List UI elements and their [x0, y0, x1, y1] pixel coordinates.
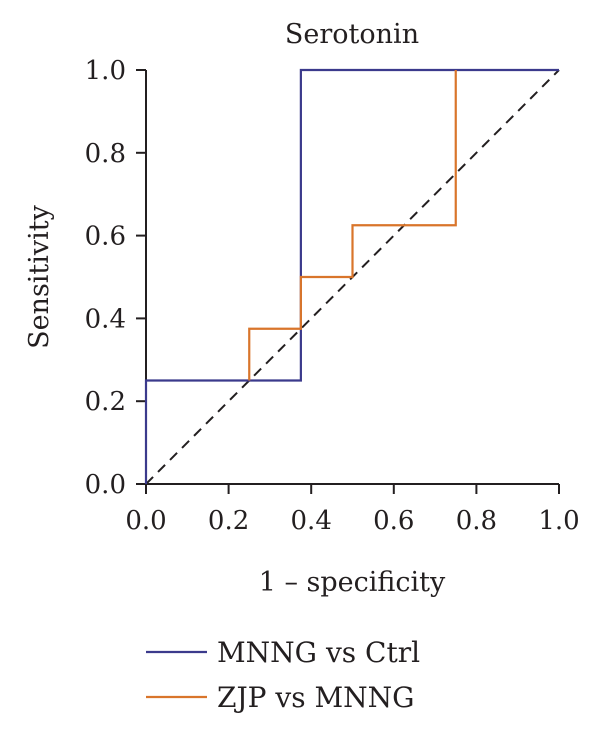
y-tick-label: 0.6: [85, 222, 126, 252]
series-line-1: [144, 68, 559, 484]
y-tick-label: 0.4: [85, 304, 126, 334]
x-tick-label: 0.0: [125, 506, 166, 536]
x-ticks: 0.0 0.2 0.4 0.6 0.8 1.0: [125, 484, 580, 536]
y-tick-label: 0.0: [85, 470, 126, 500]
legend-label-2: ZJP vs MNNG: [217, 681, 415, 714]
plot-lines: [144, 68, 560, 485]
x-tick-label: 0.8: [456, 506, 497, 536]
y-tick-label: 0.2: [85, 387, 126, 417]
x-tick-label: 0.2: [208, 506, 249, 536]
series-line-2: [248, 70, 457, 381]
y-axis-title: Sensitivity: [24, 204, 55, 349]
y-tick-label: 1.0: [85, 56, 126, 86]
x-tick-label: 0.6: [373, 506, 414, 536]
x-tick-label: 1.0: [538, 506, 579, 536]
y-tick-label: 0.8: [85, 139, 126, 169]
chart-title: Serotonin: [285, 19, 419, 50]
y-ticks: 0.0 0.2 0.4 0.6 0.8 1.0: [85, 56, 146, 500]
x-tick-label: 0.4: [291, 506, 332, 536]
x-axis-title: 1 – specificity: [259, 567, 446, 598]
legend: MNNG vs Ctrl ZJP vs MNNG: [146, 636, 420, 714]
legend-label-1: MNNG vs Ctrl: [217, 636, 420, 669]
